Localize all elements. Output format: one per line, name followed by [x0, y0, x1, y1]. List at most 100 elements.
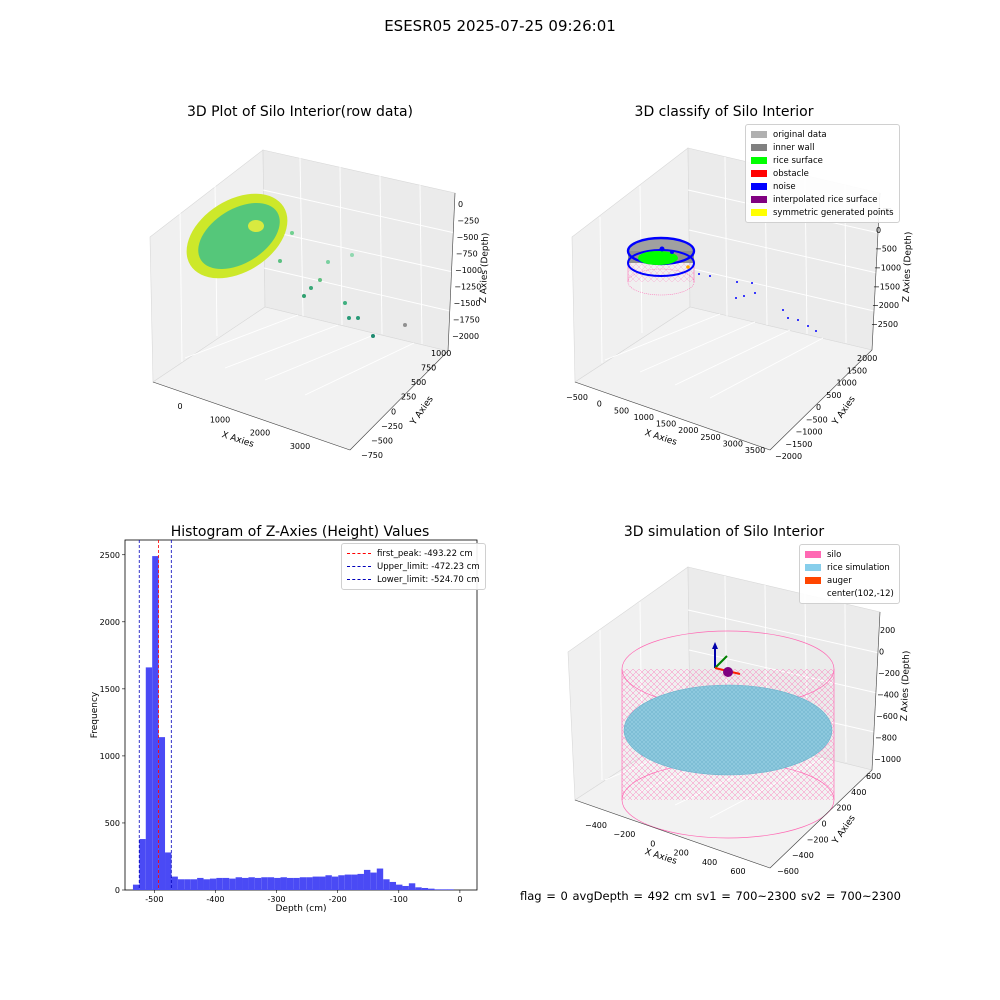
- legend-label: interpolated rice surface: [773, 194, 878, 205]
- legend-entry: Upper_limit: -472.23 cm: [347, 560, 480, 573]
- figure-title: ESESR05 2025-07-25 09:26:01: [384, 17, 616, 35]
- plot2-noise-point: [815, 330, 817, 332]
- plot1-z-tick-label: −1750: [453, 316, 480, 325]
- histogram-y-tick-label: 2500: [100, 551, 120, 560]
- legend-entry: first_peak: -493.22 cm: [347, 547, 480, 560]
- legend-swatch: [805, 551, 821, 558]
- legend-line-swatch: [347, 566, 371, 567]
- plot1-point: [356, 316, 360, 320]
- plot2-z-label: Z Axies (Depth): [902, 232, 914, 303]
- plot1-axis-lines: [152, 192, 456, 451]
- histogram-bar: [184, 879, 191, 890]
- plot2-x-tick-label: 0: [597, 400, 602, 409]
- histogram-y-tick-label: 500: [105, 819, 120, 828]
- plot2-noise-point: [797, 319, 799, 321]
- legend-swatch: [751, 157, 767, 164]
- histogram-y-tick-label: 2000: [100, 618, 120, 627]
- plot4-y-tick-label: 200: [836, 804, 851, 813]
- histogram-bar: [132, 884, 140, 890]
- histogram-bar: [408, 883, 416, 890]
- plot1-point-cluster: [248, 220, 264, 232]
- plot2-noise-point: [782, 309, 784, 311]
- histogram-bar: [363, 869, 371, 890]
- plot2-noise-point: [751, 282, 753, 284]
- histogram-bar: [351, 874, 358, 890]
- plot2-y-tick-label: 500: [826, 391, 841, 400]
- plot4-x-tick-label: 400: [702, 858, 717, 867]
- histogram-bar: [293, 877, 300, 890]
- histogram-y-tick-label: 1500: [100, 685, 120, 694]
- plot4-y-tick-label: −200: [807, 835, 829, 844]
- plot2-obstacle-point: [686, 265, 690, 269]
- legend-label: center(102,-12): [827, 588, 894, 599]
- legend-label: auger: [827, 575, 852, 586]
- histogram-bar: [261, 877, 268, 890]
- plot2-z-tick-label: −2500: [871, 320, 898, 329]
- histogram-bar: [222, 877, 230, 890]
- plot2-noise-point: [736, 281, 738, 283]
- plot1-point: [347, 316, 351, 320]
- legend-line-swatch: [347, 553, 371, 554]
- plot1-point: [278, 259, 282, 263]
- histogram-bar: [254, 877, 262, 890]
- histogram-bar: [415, 887, 422, 890]
- plot4-y-tick-label: 400: [851, 788, 866, 797]
- histogram-bar: [383, 879, 390, 890]
- plot4-y-tick-label: −400: [792, 851, 814, 860]
- legend-entry: rice simulation: [805, 561, 894, 574]
- legend-label: silo: [827, 549, 842, 560]
- plot2-x-tick-label: 1500: [656, 420, 676, 429]
- plot1-x-tick-label: 2000: [250, 429, 270, 438]
- plot1-x-ticks: 0 1000 2000 3000: [177, 402, 310, 451]
- histogram-bar: [139, 839, 146, 890]
- legend-label: Upper_limit: -472.23 cm: [377, 561, 480, 572]
- histogram-bar: [235, 877, 243, 890]
- plot1-z-tick-label: −1000: [455, 266, 482, 275]
- plot4-y-tick-label: 600: [866, 772, 881, 781]
- histogram-bar: [242, 877, 249, 890]
- plot2-z-tick-label: 0: [876, 226, 881, 235]
- plot1-z-tick-label: −750: [456, 250, 478, 259]
- plot1-y-tick-label: 0: [391, 407, 396, 416]
- legend-entry: rice surface: [751, 154, 894, 167]
- plot4-rice-simulation: [623, 684, 833, 776]
- legend-label: Lower_limit: -524.70 cm: [377, 574, 480, 585]
- plot2-y-ticks: −2000 −1500 −1000 −500 0 500 1000 1500 2000: [775, 354, 877, 461]
- plot1-y-ticks: −750 −500 −250 0 250 500 750 1000: [361, 349, 451, 460]
- histogram-bar: [396, 884, 403, 890]
- legend-line-swatch: [347, 579, 371, 580]
- plot4-y-tick-label: 0: [822, 820, 827, 829]
- plot2-z-tick-label: −1000: [874, 264, 901, 273]
- plot4-x-tick-label: −200: [613, 830, 635, 839]
- plot1-x-tick-label: 1000: [210, 415, 230, 424]
- histogram-bar: [447, 889, 454, 890]
- histogram-bar: [145, 667, 153, 890]
- plot3-x-ticks: -500 -400 -300 -200 -100 0: [145, 890, 462, 904]
- plot4-z-tick-label: 200: [880, 626, 895, 635]
- plot2-y-tick-label: −1000: [796, 428, 823, 437]
- plot4-z-ticks: 200 0 −200 −400 −600 −800 −1000: [874, 626, 901, 764]
- legend-entry: interpolated rice surface: [751, 193, 894, 206]
- histogram-bar: [274, 877, 281, 890]
- legend-label: noise: [773, 181, 796, 192]
- plot2-rice-surface: [638, 251, 678, 265]
- plot1-point: [290, 231, 294, 235]
- plot3-x-label: Depth (cm): [275, 904, 326, 914]
- plot4-z-tick-label: −200: [878, 669, 900, 678]
- legend-swatch: [751, 183, 767, 190]
- plot1-x-tick-label: 0: [177, 402, 182, 411]
- plot2-interpolated-wire: [628, 262, 694, 282]
- plot3-frame: [124, 539, 478, 891]
- legend-entry: auger: [805, 574, 894, 587]
- plot1-axes: 0 1000 2000 3000 −750 −500 −250 0 250 500 750 1000…: [149, 149, 491, 460]
- legend-entry: inner wall: [751, 141, 894, 154]
- histogram-y-tick-label: 0: [115, 886, 120, 895]
- plot4-auger-y-arrow: [714, 655, 728, 669]
- plot2-x-label: X Axies: [643, 428, 678, 448]
- plot3-y-label: Frequency: [90, 691, 100, 738]
- histogram-bar: [434, 889, 441, 890]
- histogram-bar: [312, 876, 320, 890]
